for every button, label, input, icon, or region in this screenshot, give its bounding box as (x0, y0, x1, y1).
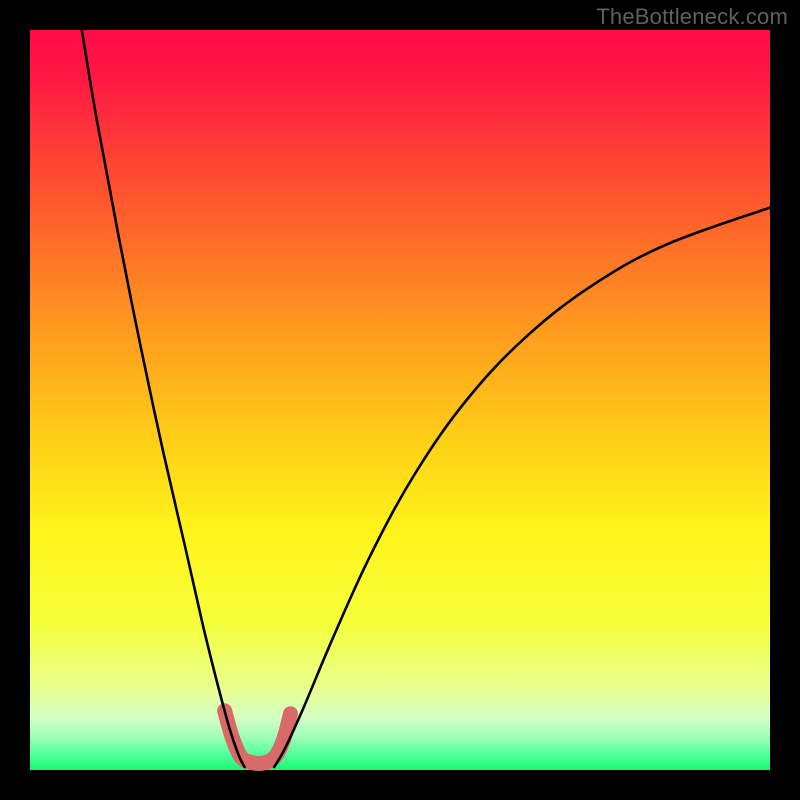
bottleneck-chart (0, 0, 800, 800)
plot-background (30, 30, 770, 770)
chart-container: TheBottleneck.com (0, 0, 800, 800)
watermark-text: TheBottleneck.com (596, 4, 788, 30)
